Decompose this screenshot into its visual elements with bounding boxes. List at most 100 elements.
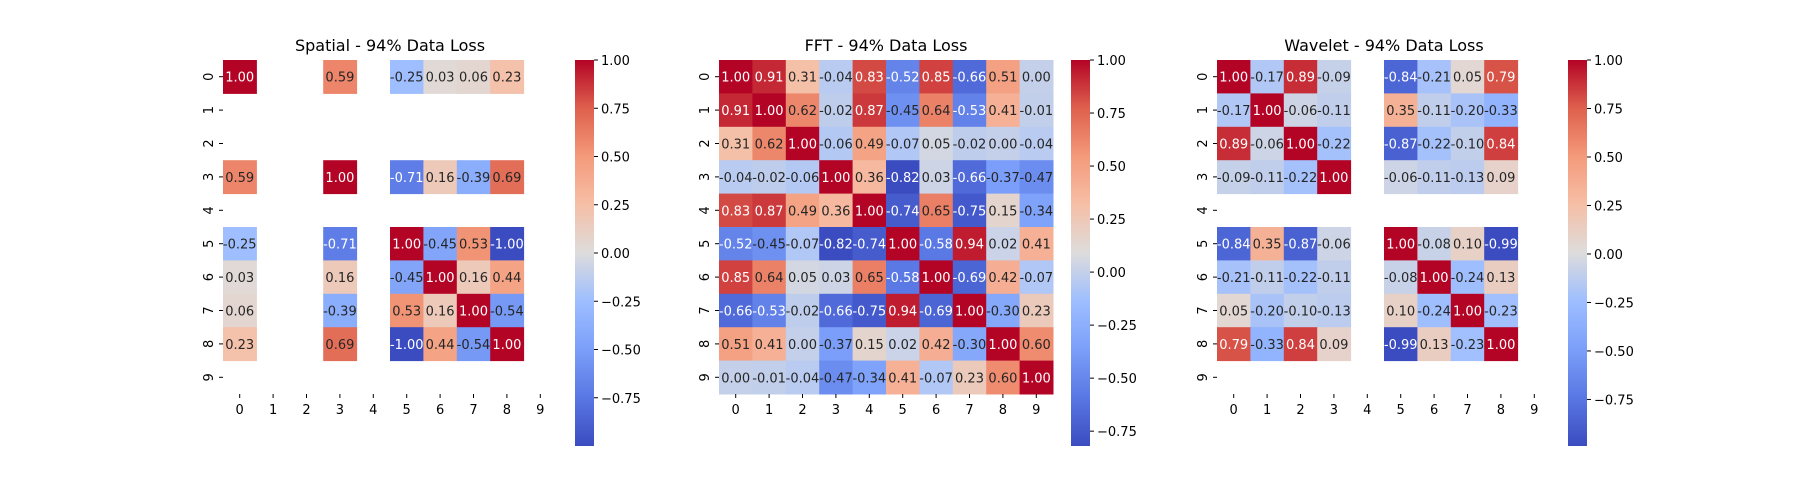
cell-value-label: -0.39 xyxy=(457,171,491,186)
heatmap-cell xyxy=(423,260,458,295)
cell-value-label: -0.08 xyxy=(1417,238,1451,253)
cell-value-label: -0.02 xyxy=(953,138,987,153)
cell-value-label: -0.54 xyxy=(457,338,491,353)
cell-value-label: 0.87 xyxy=(855,104,884,119)
cell-value-label: 1.00 xyxy=(922,271,951,286)
heatmap-cell xyxy=(785,93,820,128)
cell-value-label: -0.17 xyxy=(1217,104,1251,119)
colorbar-tick-label: 0.50 xyxy=(1097,160,1126,175)
y-tick-label: 2 xyxy=(1196,139,1211,147)
cell-value-label: 0.64 xyxy=(755,271,784,286)
heatmap-cell xyxy=(1217,327,1251,362)
heatmap-cell xyxy=(919,260,954,295)
cell-value-label: -0.45 xyxy=(423,238,457,253)
cell-value-label: -0.34 xyxy=(1019,204,1053,219)
heatmap-cell xyxy=(819,327,854,362)
colorbar xyxy=(575,60,594,446)
heatmap-cell xyxy=(1250,126,1285,161)
heatmap-cell xyxy=(1250,327,1285,362)
cell-value-label: 0.41 xyxy=(988,104,1017,119)
heatmap-cell xyxy=(1217,227,1251,261)
heatmap-cell xyxy=(223,293,257,328)
heatmap-cell xyxy=(1250,227,1285,261)
cell-value-label: -0.58 xyxy=(886,271,920,286)
cell-value-label: 0.53 xyxy=(459,238,488,253)
heatmap-cell xyxy=(719,293,753,328)
heatmap-cell xyxy=(490,60,525,94)
cell-value-label: 0.84 xyxy=(1486,138,1515,153)
heatmap-cell xyxy=(1019,93,1054,128)
heatmap-cell xyxy=(1250,93,1285,128)
x-tick-label: 8 xyxy=(503,403,511,418)
x-tick-label: 5 xyxy=(403,403,411,418)
heatmap-cell xyxy=(1417,126,1452,161)
cell-value-label: -0.22 xyxy=(1317,138,1351,153)
heatmap-cell xyxy=(1283,260,1318,295)
cell-value-label: -0.84 xyxy=(1217,238,1251,253)
heatmap-cell xyxy=(952,60,987,94)
cell-value-label: 0.05 xyxy=(922,138,951,153)
heatmap-cell xyxy=(390,260,424,295)
cell-value-label: 0.06 xyxy=(225,305,254,320)
x-tick-label: 4 xyxy=(369,403,377,418)
heatmap-cell xyxy=(1019,60,1054,94)
cell-value-label: 0.51 xyxy=(721,338,750,353)
cell-value-label: 0.79 xyxy=(1219,338,1248,353)
cell-value-label: 0.03 xyxy=(922,171,951,186)
cell-value-label: 1.00 xyxy=(1486,338,1515,353)
heatmap-cell xyxy=(919,227,954,261)
cell-value-label: 1.00 xyxy=(1253,104,1282,119)
cell-value-label: -0.54 xyxy=(490,305,524,320)
cell-value-label: 0.60 xyxy=(1022,338,1051,353)
cell-value-label: 0.85 xyxy=(721,271,750,286)
colorbar-tick-label: 0.75 xyxy=(601,102,630,117)
y-tick-label: 4 xyxy=(202,206,217,214)
heatmap-cell xyxy=(719,327,753,362)
heatmap-cell xyxy=(719,93,753,128)
heatmap-cell xyxy=(919,360,954,395)
heatmap-cell xyxy=(852,293,887,328)
cell-value-label: -0.87 xyxy=(1284,238,1318,253)
cell-value-label: 1.00 xyxy=(788,138,817,153)
heatmap-cell xyxy=(852,126,887,161)
cell-value-label: 1.00 xyxy=(1219,71,1248,86)
heatmap-cell xyxy=(1450,227,1485,261)
colorbar-tick-label: 0.50 xyxy=(1594,151,1623,166)
cell-value-label: -0.24 xyxy=(1451,271,1485,286)
cell-value-label: 0.41 xyxy=(1022,238,1051,253)
cell-value-label: 0.91 xyxy=(755,71,784,86)
cell-value-label: -0.04 xyxy=(719,171,753,186)
heatmap-cell xyxy=(1217,160,1251,195)
x-tick-label: 1 xyxy=(765,403,773,418)
cell-value-label: -0.20 xyxy=(1250,305,1284,320)
heatmap-cell xyxy=(785,126,820,161)
cell-value-label: 0.15 xyxy=(988,204,1017,219)
cell-value-label: -0.07 xyxy=(886,138,920,153)
cell-value-label: 1.00 xyxy=(392,238,421,253)
cell-value-label: -0.99 xyxy=(1384,338,1418,353)
heatmap-cell xyxy=(785,60,820,94)
cell-value-label: -0.07 xyxy=(1019,271,1053,286)
cell-value-label: -0.52 xyxy=(719,238,753,253)
heatmap-cell xyxy=(323,60,358,94)
cell-value-label: -0.02 xyxy=(786,305,820,320)
heatmap-cell xyxy=(986,227,1021,261)
x-tick-label: 0 xyxy=(1230,403,1238,418)
heatmap-cell xyxy=(423,327,458,362)
heatmap-cell xyxy=(919,327,954,362)
heatmap-cell xyxy=(1417,60,1452,94)
cell-value-label: -0.21 xyxy=(1217,271,1251,286)
cell-value-label: 0.36 xyxy=(821,204,850,219)
cell-value-label: -0.10 xyxy=(1284,305,1318,320)
heatmap-cell xyxy=(785,360,820,395)
y-tick-label: 8 xyxy=(698,340,713,348)
colorbar-tick-label: 0.25 xyxy=(601,199,630,214)
cell-value-label: 0.05 xyxy=(788,271,817,286)
heatmap-cell xyxy=(785,327,820,362)
cell-value-label: 0.23 xyxy=(225,338,254,353)
cell-value-label: -0.84 xyxy=(1384,71,1418,86)
heatmap-cell xyxy=(852,193,887,228)
cell-value-label: -0.11 xyxy=(1417,171,1451,186)
cell-value-label: -0.04 xyxy=(786,371,820,386)
